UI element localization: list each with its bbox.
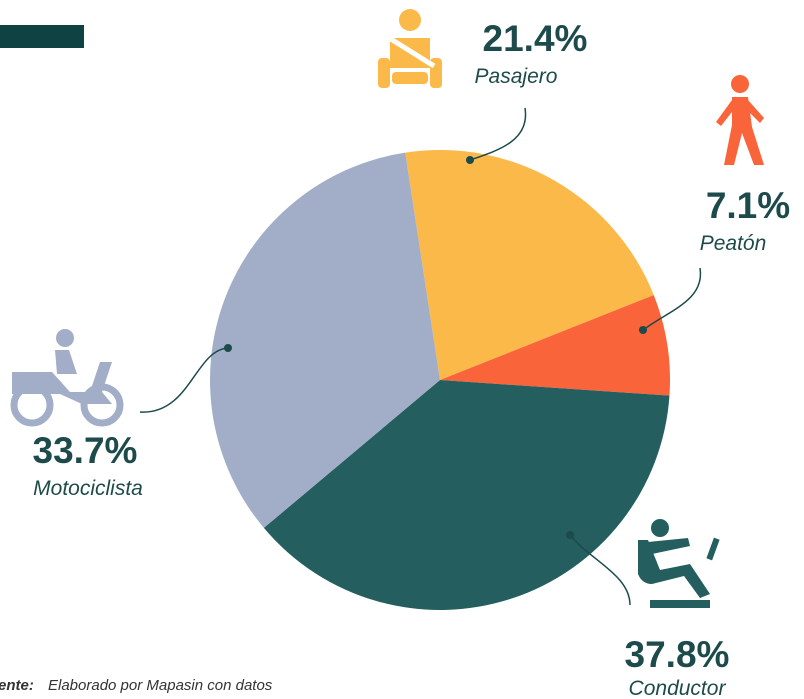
- leader-line: [139, 347, 229, 413]
- pie: [210, 150, 670, 610]
- leader-dot: [224, 344, 232, 352]
- category-label: Conductor: [629, 677, 727, 699]
- leader-dot: [466, 156, 474, 164]
- pedestrian-icon: [716, 75, 764, 165]
- motorcycle-icon: [10, 329, 124, 427]
- category-label: Peatón: [700, 232, 767, 255]
- header-bar: [0, 25, 84, 48]
- category-label: Motociclista: [33, 477, 143, 500]
- leader-line: [569, 534, 631, 606]
- leader-dot: [639, 326, 647, 334]
- leader-dot: [566, 531, 574, 539]
- source-text: Elaborado por Mapasin con datos: [48, 677, 273, 694]
- data-label: 37.8%: [625, 634, 730, 675]
- pie-slice: [263, 380, 670, 610]
- leader-line: [642, 267, 702, 331]
- passenger-icon: [378, 9, 442, 88]
- pie-slice: [210, 152, 440, 528]
- category-label: Pasajero: [475, 65, 558, 88]
- data-label: 7.1%: [706, 185, 790, 226]
- driver-icon: [638, 519, 720, 608]
- data-label: 33.7%: [33, 430, 138, 471]
- source-label: ente:: [0, 677, 34, 694]
- pie-slice: [405, 150, 654, 380]
- leader-line: [469, 107, 527, 161]
- pie-slice: [440, 295, 670, 396]
- data-label: 21.4%: [483, 18, 588, 59]
